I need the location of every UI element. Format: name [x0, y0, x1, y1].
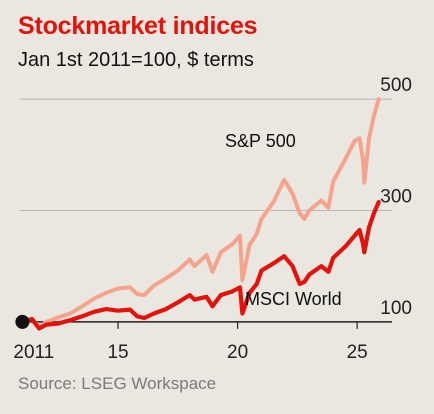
x-tick-label-2015: 15: [107, 342, 128, 363]
start-point-dot: [15, 314, 30, 329]
chart-subtitle: Jan 1st 2011=100, $ terms: [18, 49, 254, 71]
y-tick-label-500: 500: [380, 75, 412, 96]
chart-title: Stockmarket indices: [18, 12, 258, 40]
series-label-s-p-500: S&P 500: [225, 131, 296, 151]
series-label-msci-world: MSCI World: [245, 289, 342, 309]
x-tick-label-2025: 25: [347, 342, 368, 363]
x-tick-label-2011: 2011: [13, 342, 54, 363]
series-line-s-p-500: [20, 97, 381, 330]
y-tick-label-300: 300: [380, 187, 412, 208]
series-line-msci-world: [20, 200, 381, 331]
x-tick-label-2020: 20: [227, 342, 248, 363]
chart-source: Source: LSEG Workspace: [18, 374, 217, 393]
y-tick-label-100: 100: [380, 298, 412, 319]
